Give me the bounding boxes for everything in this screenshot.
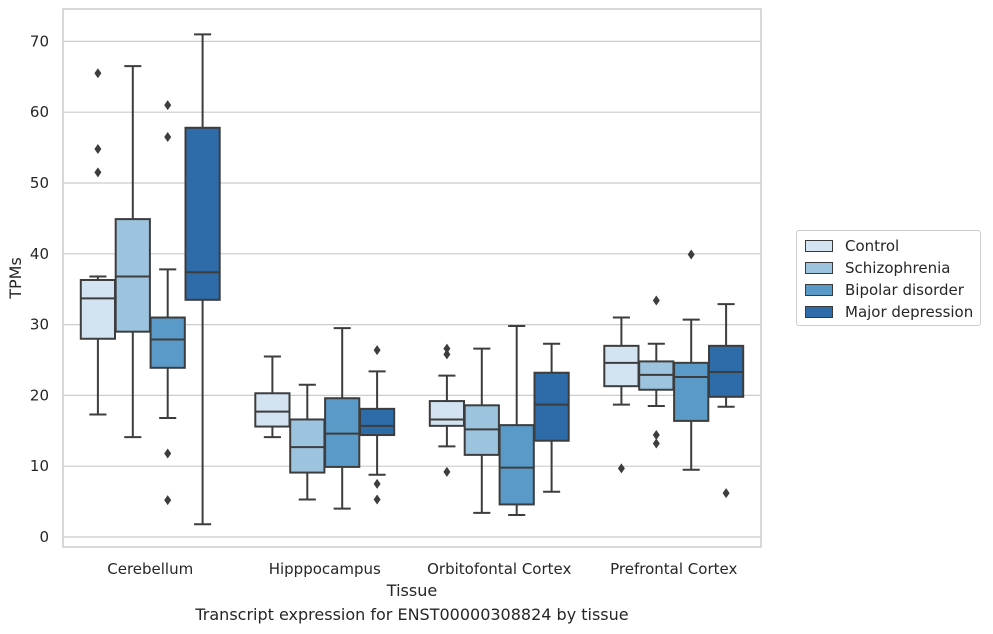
flier-s2-c0-3 (164, 100, 172, 111)
flier-s0-c2-0 (443, 466, 451, 477)
legend-item-schizophrenia: Schizophrenia (805, 258, 950, 278)
x-tick-label-3: Prefrontal Cortex (610, 560, 737, 578)
x-tick-label-0: Cerebellum (107, 560, 193, 578)
box-s0-c3 (603, 344, 640, 388)
box-s1-c1 (289, 418, 326, 474)
box-s2-c2 (498, 424, 535, 506)
flier-s0-c3-0 (617, 463, 625, 474)
box-s3-c0 (184, 126, 221, 301)
legend-label-control: Control (845, 237, 900, 255)
box-s3-c2 (533, 371, 570, 442)
flier-s2-c0-0 (164, 495, 172, 506)
box-s2-c3 (673, 361, 710, 422)
flier-s0-c2-2 (443, 343, 451, 354)
legend-swatch-bipolar-disorder (805, 284, 833, 296)
flier-s2-c0-1 (164, 448, 172, 459)
box-s0-c2 (428, 400, 466, 427)
y-tick-label-40: 40 (30, 245, 49, 263)
x-axis-label: Tissue (386, 581, 437, 600)
chart-caption: Transcript expression for ENST0000030882… (195, 605, 629, 624)
legend-label-schizophrenia: Schizophrenia (845, 259, 951, 277)
legend-item-control: Control (805, 236, 899, 256)
legend-item-major-depression: Major depression (805, 302, 973, 322)
flier-s0-c0-2 (94, 68, 102, 79)
legend-swatch-control (805, 240, 833, 252)
flier-s2-c3-0 (687, 249, 695, 260)
x-tick-label-2: Orbitofontal Cortex (427, 560, 571, 578)
y-tick-label-60: 60 (30, 103, 49, 121)
y-tick-label-0: 0 (39, 528, 49, 546)
flier-s2-c0-2 (164, 131, 172, 142)
flier-s1-c3-2 (652, 295, 660, 306)
flier-s3-c1-2 (373, 345, 381, 356)
box-s0-c0 (79, 278, 117, 340)
flier-s0-c0-0 (94, 167, 102, 178)
y-tick-label-30: 30 (30, 316, 49, 334)
y-axis-label: TPMs (6, 257, 25, 300)
y-tick-label-70: 70 (30, 32, 49, 50)
box-s2-c0 (149, 316, 186, 369)
legend-swatch-major-depression (805, 306, 833, 318)
legend-label-bipolar-disorder: Bipolar disorder (845, 281, 964, 299)
y-tick-label-50: 50 (30, 174, 49, 192)
flier-s3-c1-0 (373, 494, 381, 505)
flier-s1-c3-0 (652, 438, 660, 449)
legend-swatch-schizophrenia (805, 262, 833, 274)
flier-s1-c3-1 (652, 430, 660, 441)
legend: Control Schizophrenia Bipolar disorder M… (796, 230, 981, 326)
y-tick-label-20: 20 (30, 386, 49, 404)
flier-s0-c2-1 (443, 349, 451, 360)
box-s3-c1 (358, 407, 396, 437)
x-tick-label-1: Hipppocampus (269, 560, 381, 578)
flier-s0-c0-1 (94, 144, 102, 155)
plot-frame (62, 8, 762, 548)
box-s2-c1 (324, 397, 361, 468)
plot-area (63, 9, 761, 547)
legend-item-bipolar-disorder: Bipolar disorder (805, 280, 964, 300)
flier-s3-c1-1 (373, 478, 381, 489)
legend-label-major-depression: Major depression (845, 303, 974, 321)
y-tick-label-10: 10 (30, 457, 49, 475)
flier-s3-c3-0 (722, 488, 730, 499)
box-s1-c0 (114, 218, 151, 333)
box-s0-c1 (254, 392, 291, 428)
